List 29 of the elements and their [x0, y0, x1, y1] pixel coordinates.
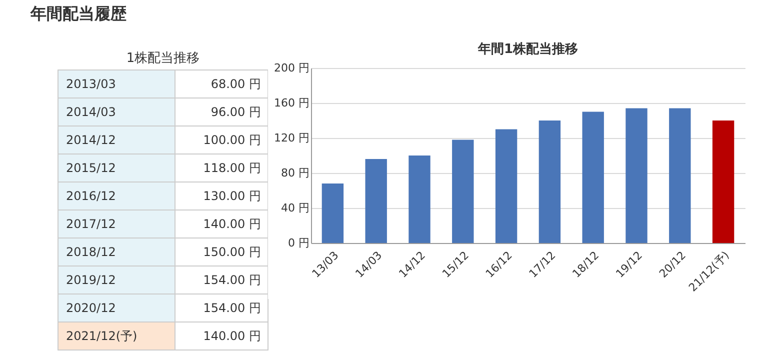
text: 1株配当推移 [126, 51, 200, 66]
text: 140.00 円 [203, 217, 261, 231]
text: 100.00 円 [203, 133, 261, 147]
category-label: 2021/12(予) [66, 329, 138, 343]
text: 年間配当履歴 [30, 4, 126, 23]
y-tick-label: 120 円 [274, 132, 310, 144]
y-tick-label: 80 円 [281, 166, 310, 180]
category-label: 2017/12 [66, 217, 116, 231]
text: 154.00 円 [203, 273, 261, 287]
y-tick-label: 40 円 [281, 202, 310, 214]
category-label: 2018/12 [66, 245, 116, 259]
category-label: 2019/12 [66, 273, 116, 287]
y-tick-label: 0 円 [288, 236, 310, 250]
category-label: 2014/03 [66, 105, 116, 119]
category-label: 2014/12 [66, 133, 116, 147]
chart-title: 年間1株配当推移 [476, 42, 578, 57]
text: 130.00 円 [203, 189, 261, 203]
text: 96.00 円 [210, 105, 261, 119]
y-tick-label: 160 円 [274, 96, 310, 110]
text: 150.00 円 [203, 245, 261, 259]
category-label: 2016/12 [66, 189, 116, 203]
text: 140.00 円 [203, 329, 261, 343]
text: 118.00 円 [203, 161, 261, 175]
y-tick-label: 200 円 [274, 62, 310, 74]
category-label: 2020/12 [66, 301, 116, 315]
text: 68.00 円 [210, 77, 261, 91]
category-label: 2015/12 [66, 161, 116, 175]
category-label: 2013/03 [66, 77, 116, 91]
text: 154.00 円 [203, 301, 261, 315]
